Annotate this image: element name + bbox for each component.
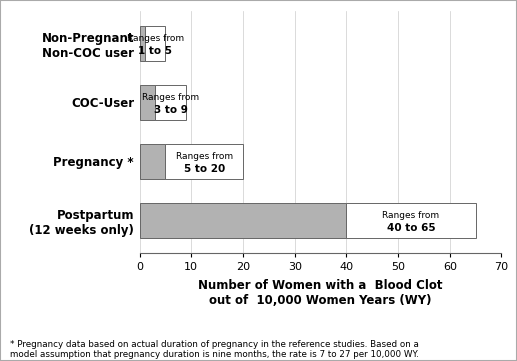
- Bar: [140, 26, 145, 61]
- Bar: [346, 203, 476, 238]
- X-axis label: Number of Women with a  Blood Clot
out of  10,000 Women Years (WY): Number of Women with a Blood Clot out of…: [199, 279, 443, 307]
- Text: * Pregnancy data based on actual duration of pregnancy in the reference studies.: * Pregnancy data based on actual duratio…: [10, 340, 419, 359]
- Text: Ranges from: Ranges from: [127, 34, 184, 43]
- Text: Ranges from: Ranges from: [383, 211, 439, 220]
- Text: Ranges from: Ranges from: [176, 152, 233, 161]
- Text: 40 to 65: 40 to 65: [387, 223, 435, 233]
- Text: 1 to 5: 1 to 5: [138, 46, 172, 56]
- Bar: [140, 203, 346, 238]
- Bar: [140, 84, 155, 120]
- Text: 5 to 20: 5 to 20: [184, 164, 225, 174]
- Bar: [165, 144, 243, 179]
- Bar: [145, 26, 165, 61]
- Text: Ranges from: Ranges from: [142, 93, 199, 102]
- Bar: [140, 144, 165, 179]
- Text: 3 to 9: 3 to 9: [154, 105, 188, 115]
- Bar: [155, 84, 186, 120]
